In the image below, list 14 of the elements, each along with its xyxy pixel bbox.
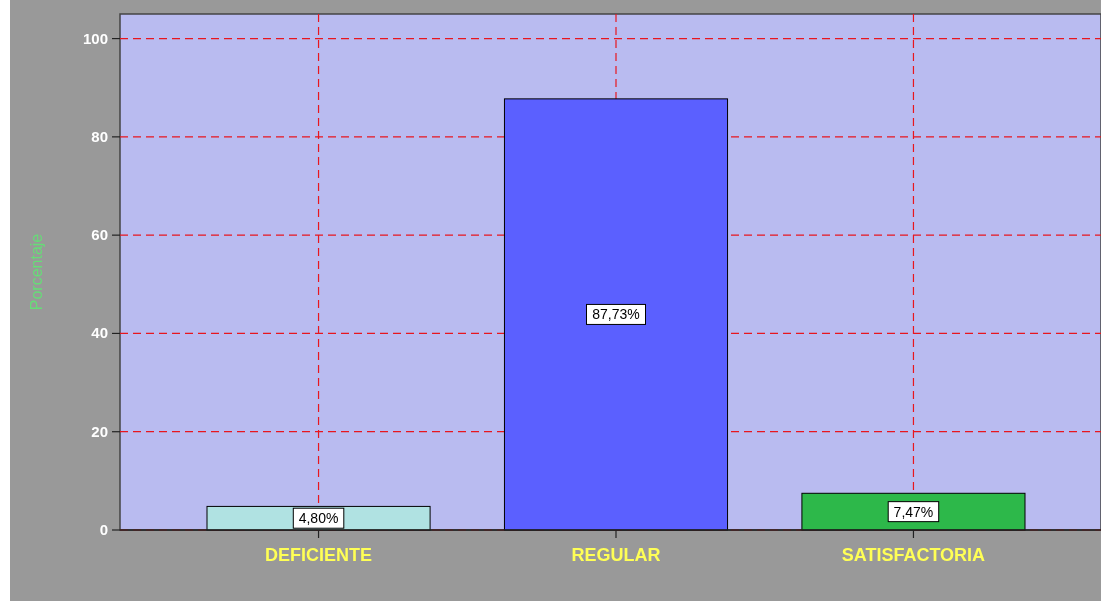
y-tick-label: 0 xyxy=(99,521,108,538)
bar xyxy=(503,98,729,531)
data-label: 4,80% xyxy=(298,510,339,527)
data-label: 87,73% xyxy=(592,306,640,323)
y-tick-label: 80 xyxy=(91,127,108,145)
x-tick-label: SATISFACTORIA xyxy=(841,545,986,565)
y-tick-label: 60 xyxy=(91,226,108,244)
x-tick-label: DEFICIENTE xyxy=(265,545,373,565)
x-tick-label: REGULAR xyxy=(571,545,661,565)
y-tick-label: 20 xyxy=(91,422,108,440)
data-label: 7,47% xyxy=(893,503,934,520)
y-axis-title: Porcentaje xyxy=(28,233,45,311)
y-tick-label: 40 xyxy=(91,324,108,342)
y-tick-label: 100 xyxy=(82,29,108,47)
